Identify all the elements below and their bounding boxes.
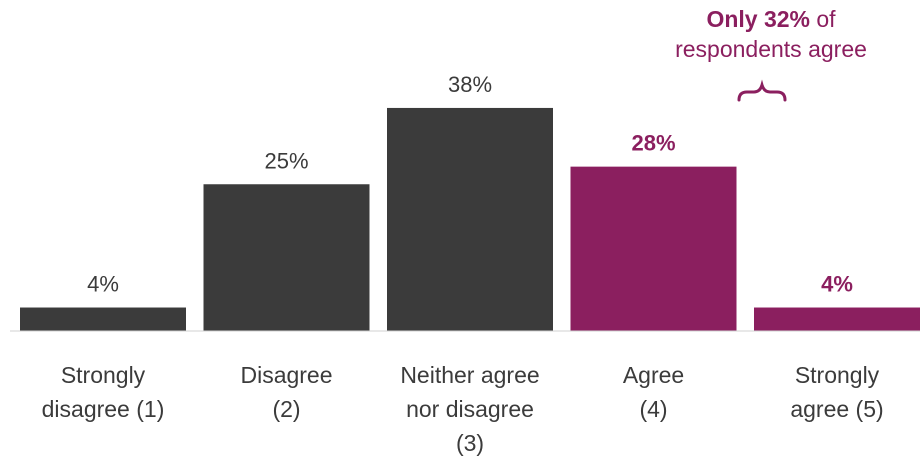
bar-2 <box>203 184 370 331</box>
value-label-2: 25% <box>264 148 308 173</box>
value-labels-group: 4% 25% 38% 28% 4% <box>87 72 853 297</box>
category-label-2: Disagree (2) <box>240 362 333 422</box>
value-label-4: 28% <box>631 131 675 156</box>
value-label-5: 4% <box>821 272 853 297</box>
bar-1 <box>20 307 186 331</box>
bar-4 <box>570 166 737 331</box>
value-label-1: 4% <box>87 272 119 297</box>
category-label-4: Agree (4) <box>622 362 685 422</box>
annotation-callout: Only 32% of respondents agree <box>636 4 906 64</box>
annotation-bold: Only 32% <box>706 6 810 32</box>
annotation-text: of <box>809 6 836 32</box>
bar-3 <box>387 107 553 331</box>
value-label-3: 38% <box>448 72 492 97</box>
category-label-1: Strongly disagree (1) <box>41 362 165 422</box>
category-label-5: Strongly agree (5) <box>790 362 884 422</box>
bar-5 <box>754 307 920 331</box>
category-label-3: Neither agree nor disagree (3) <box>400 362 540 456</box>
brace-icon <box>737 79 787 102</box>
bars-group <box>20 107 920 331</box>
annotation-line2: respondents agree <box>675 36 867 62</box>
